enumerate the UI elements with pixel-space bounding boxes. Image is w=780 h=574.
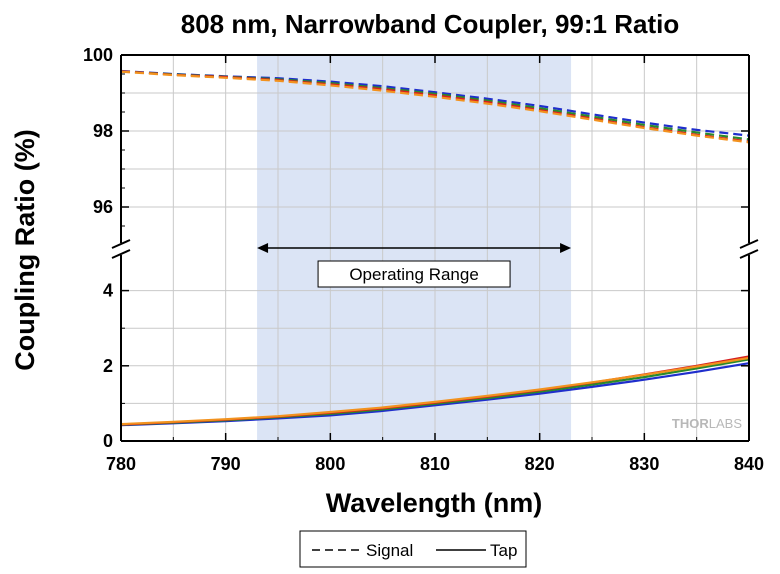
axis-break-mark — [739, 239, 759, 249]
x-tick-label: 810 — [420, 454, 450, 474]
legend-box — [299, 530, 527, 568]
x-tick-label: 820 — [525, 454, 555, 474]
legend-signal-label: Signal — [366, 541, 413, 560]
y-axis-title: Coupling Ratio (%) — [10, 129, 40, 370]
chart-title: 808 nm, Narrowband Coupler, 99:1 Ratio — [181, 9, 679, 39]
axis-break-mark — [111, 249, 131, 259]
operating-range-arrowhead-left — [257, 243, 269, 253]
watermark-logo: THORLABS — [672, 416, 742, 431]
x-tick-label: 790 — [211, 454, 241, 474]
plot-area: Operating Range THORLABS 780 790 800 810 820 83… — [83, 45, 764, 474]
x-tick-label: 780 — [106, 454, 136, 474]
y-tick-label-upper: 96 — [93, 197, 113, 217]
axis-break-mark — [739, 249, 759, 259]
x-tick-label: 830 — [629, 454, 659, 474]
y-tick-label-lower: 4 — [103, 281, 113, 301]
operating-range-label-box — [317, 260, 511, 288]
x-tick-label: 800 — [315, 454, 345, 474]
x-axis-title: Wavelength (nm) — [326, 488, 543, 518]
y-tick-label-lower: 0 — [103, 431, 113, 451]
tap-series-line-7 — [120, 356, 750, 426]
y-tick-label-lower: 2 — [103, 356, 113, 376]
y-tick-label-upper: 98 — [93, 121, 113, 141]
legend: Signal Tap — [299, 530, 527, 568]
legend-tap-label: Tap — [490, 541, 517, 560]
x-tick-label: 840 — [734, 454, 764, 474]
operating-range-label: Operating Range — [349, 265, 478, 284]
operating-range-arrowhead-right — [560, 243, 572, 253]
axis-break-mark — [111, 239, 131, 249]
y-tick-label-upper: 100 — [83, 45, 113, 65]
signal-series-line-3 — [120, 70, 750, 144]
